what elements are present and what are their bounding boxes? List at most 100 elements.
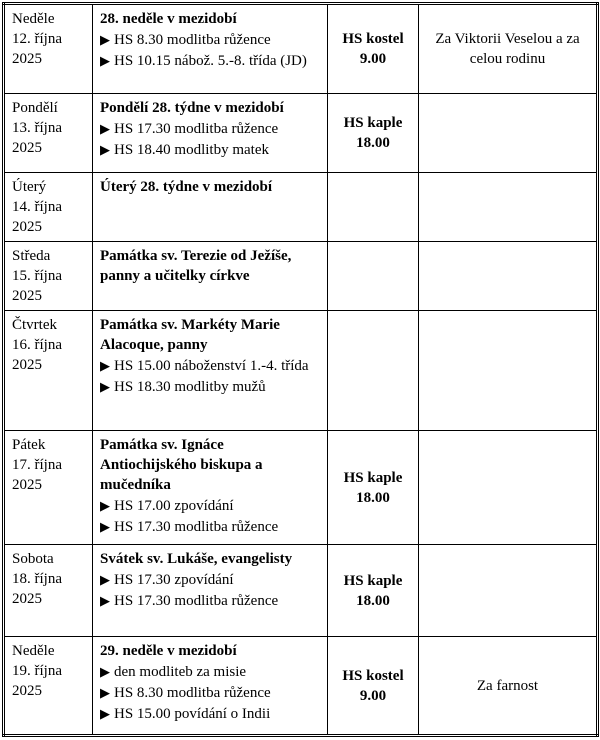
schedule-item-text: den modliteb za misie: [114, 664, 247, 680]
date: 14. října: [12, 199, 62, 215]
liturgy-cell: Památka sv. Ignáce Antiochijského biskup…: [92, 430, 328, 545]
mass-intention: Za Viktorii Veselou a za celou rodinu: [435, 31, 580, 67]
schedule-row: Pátek 17. října 2025 Památka sv. Ignáce An…: [3, 430, 598, 545]
schedule-row: Pondělí 13. října 2025 Pondělí 28. týdne v…: [3, 93, 598, 173]
liturgy-cell: Úterý 28. týdne v mezidobí: [92, 172, 328, 242]
schedule-item-text: HS 15.00 náboženství 1.-4. třída: [114, 358, 309, 374]
day-name: Čtvrtek: [12, 317, 57, 333]
schedule-item-text: HS 8.30 modlitba růžence: [114, 32, 271, 48]
mass-cell: [327, 310, 419, 431]
schedule-item: ▶ HS 17.30 modlitba růžence: [100, 517, 320, 537]
date: 13. října: [12, 120, 62, 136]
schedule-item: ▶ HS 18.30 modlitby mužů: [100, 377, 320, 397]
liturgy-cell: Památka sv. Markéty Marie Alacoque, pann…: [92, 310, 328, 431]
schedule-row: Středa 15. října 2025 Památka sv. Terezie …: [3, 241, 598, 311]
date: 16. října: [12, 337, 62, 353]
day-name: Pondělí: [12, 100, 58, 116]
day-name: Neděle: [12, 11, 55, 27]
year: 2025: [12, 591, 42, 607]
liturgical-title: Svátek sv. Lukáše, evangelisty: [100, 551, 293, 567]
intention-cell: Za farnost: [418, 636, 598, 736]
date-cell: Pátek 17. října 2025: [3, 430, 93, 545]
intention-cell: [418, 241, 598, 311]
schedule-item: ▶ HS 17.00 zpovídání: [100, 496, 320, 516]
date: 19. října: [12, 663, 62, 679]
liturgy-cell: Svátek sv. Lukáše, evangelisty ▶ HS 17.30 …: [92, 544, 328, 637]
mass-place: HS kaple: [343, 115, 403, 131]
triangle-bullet-icon: ▶: [100, 664, 110, 679]
date: 12. října: [12, 31, 62, 47]
schedule-item-text: HS 15.00 povídání o Indii: [114, 706, 271, 722]
triangle-bullet-icon: ▶: [100, 685, 110, 700]
schedule-row: Čtvrtek 16. října 2025 Památka sv. Markéty…: [3, 310, 598, 431]
intention-cell: [418, 172, 598, 242]
liturgy-cell: 29. neděle v mezidobí ▶ den modliteb za mi…: [92, 636, 328, 736]
mass-time: 18.00: [356, 135, 390, 151]
date-cell: Úterý 14. října 2025: [3, 172, 93, 242]
schedule-item-text: HS 10.15 nábož. 5.-8. třída (JD): [114, 53, 307, 69]
triangle-bullet-icon: ▶: [100, 706, 110, 721]
mass-cell: HS kaple 18.00: [327, 430, 419, 545]
liturgy-cell: Pondělí 28. týdne v mezidobí ▶ HS 17.30 mo…: [92, 93, 328, 173]
date-cell: Sobota 18. října 2025: [3, 544, 93, 637]
schedule-item-text: HS 17.30 modlitba růžence: [114, 593, 279, 609]
liturgical-title: Pondělí 28. týdne v mezidobí: [100, 100, 284, 116]
mass-place: HS kostel: [342, 667, 404, 684]
mass-place: HS kaple: [343, 469, 403, 486]
intention-cell: [418, 93, 598, 173]
day-name: Sobota: [12, 551, 54, 567]
triangle-bullet-icon: ▶: [100, 142, 110, 157]
triangle-bullet-icon: ▶: [100, 121, 110, 136]
mass-time: 18.00: [356, 489, 390, 506]
year: 2025: [12, 683, 42, 699]
mass-time: 9.00: [359, 687, 387, 704]
mass-place: HS kostel: [342, 31, 404, 47]
year: 2025: [12, 477, 42, 493]
schedule-item-text: HS 8.30 modlitba růžence: [114, 685, 271, 701]
triangle-bullet-icon: ▶: [100, 498, 110, 513]
day-name: Pátek: [12, 437, 46, 453]
schedule-item: ▶ HS 15.00 náboženství 1.-4. třída: [100, 356, 320, 376]
schedule-row: Neděle 12. října 2025 28. neděle v mezidob…: [3, 3, 598, 94]
liturgical-title: Památka sv. Terezie od Ježíše, panny a u…: [100, 248, 292, 284]
liturgical-title: 29. neděle v mezidobí: [100, 643, 237, 659]
date-cell: Čtvrtek 16. října 2025: [3, 310, 93, 431]
schedule-item: ▶ den modliteb za misie: [100, 662, 320, 682]
schedule-item: ▶ HS 18.40 modlitby matek: [100, 140, 320, 160]
schedule-item-text: HS 18.40 modlitby matek: [114, 142, 269, 158]
year: 2025: [12, 288, 42, 304]
schedule-item-text: HS 17.30 zpovídání: [114, 572, 234, 588]
mass-place: HS kaple: [343, 572, 403, 589]
mass-time: 9.00: [359, 51, 387, 67]
schedule-item: ▶ HS 17.30 modlitba růžence: [100, 119, 320, 139]
schedule-item: ▶ HS 10.15 nábož. 5.-8. třída (JD): [100, 51, 320, 71]
schedule-item-text: HS 18.30 modlitby mužů: [114, 379, 266, 395]
intention-cell: [418, 430, 598, 545]
mass-cell: HS kaple 18.00: [327, 544, 419, 637]
year: 2025: [12, 51, 42, 67]
schedule-row: Úterý 14. října 2025 Úterý 28. týdne v mez…: [3, 172, 598, 242]
schedule-row: Neděle 19. října 2025 29. neděle v mezidob…: [3, 636, 598, 736]
liturgical-title: Památka sv. Markéty Marie Alacoque, pann…: [100, 317, 280, 353]
schedule-item: ▶ HS 17.30 zpovídání: [100, 570, 320, 590]
date-cell: Pondělí 13. října 2025: [3, 93, 93, 173]
schedule-item: ▶ HS 17.30 modlitba růžence: [100, 591, 320, 611]
intention-cell: Za Viktorii Veselou a za celou rodinu: [418, 3, 598, 94]
liturgy-cell: Památka sv. Terezie od Ježíše, panny a u…: [92, 241, 328, 311]
triangle-bullet-icon: ▶: [100, 53, 110, 68]
schedule-item-text: HS 17.30 modlitba růžence: [114, 519, 279, 535]
date-cell: Středa 15. října 2025: [3, 241, 93, 311]
schedule-row: Sobota 18. října 2025 Svátek sv. Lukáše, e…: [3, 544, 598, 637]
date-cell: Neděle 12. října 2025: [3, 3, 93, 94]
mass-cell: [327, 172, 419, 242]
date: 17. října: [12, 457, 62, 473]
schedule-item-text: HS 17.30 modlitba růžence: [114, 121, 279, 137]
triangle-bullet-icon: ▶: [100, 379, 110, 394]
year: 2025: [12, 357, 42, 373]
schedule-item: ▶ HS 8.30 modlitba růžence: [100, 683, 320, 703]
day-name: Neděle: [12, 643, 55, 659]
liturgical-title: Úterý 28. týdne v mezidobí: [100, 179, 273, 195]
day-name: Úterý: [12, 179, 47, 195]
intention-cell: [418, 310, 598, 431]
